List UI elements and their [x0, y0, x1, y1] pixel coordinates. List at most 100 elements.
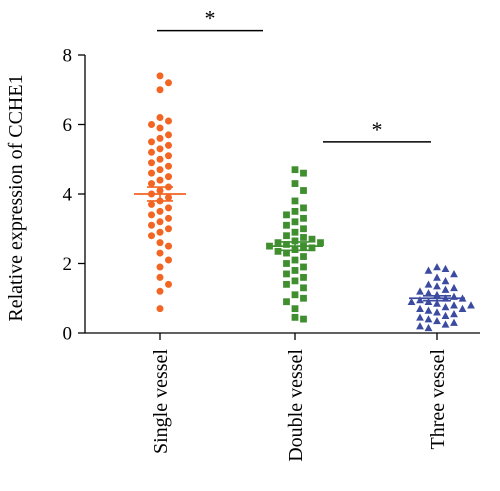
data-point — [148, 180, 155, 188]
data-point — [156, 228, 164, 236]
data-point — [300, 169, 307, 177]
x-category-label: Double vessel — [285, 349, 307, 462]
data-point — [165, 193, 172, 201]
y-axis-label: Relative expression of CCHE1 — [5, 74, 27, 321]
data-point — [308, 244, 316, 252]
data-point — [283, 260, 290, 267]
data-point — [291, 207, 299, 215]
data-point — [416, 304, 424, 312]
data-point — [156, 86, 164, 94]
data-point — [424, 306, 433, 314]
data-point — [156, 287, 164, 295]
data-point — [433, 263, 441, 271]
data-point — [441, 303, 450, 311]
data-point — [433, 282, 441, 290]
data-point — [148, 200, 155, 208]
data-point — [467, 301, 475, 309]
y-tick-label: 4 — [63, 185, 73, 206]
data-point — [416, 322, 424, 330]
data-point — [291, 256, 299, 264]
data-point — [283, 240, 290, 248]
data-point — [283, 298, 290, 306]
data-point — [148, 138, 155, 146]
data-point — [407, 297, 416, 306]
data-point — [165, 162, 172, 170]
y-tick-label: 8 — [63, 46, 73, 67]
data-point — [450, 301, 458, 309]
data-point — [165, 256, 172, 264]
data-point — [165, 173, 172, 181]
data-point — [424, 315, 433, 323]
data-point — [291, 197, 299, 205]
data-point — [300, 214, 307, 222]
data-point — [317, 239, 324, 247]
data-point — [148, 159, 155, 167]
data-point — [424, 289, 433, 297]
data-point — [283, 221, 290, 229]
data-point — [165, 117, 172, 125]
x-category-labels: Single vessel Double vessel Three vessel — [150, 333, 449, 462]
data-point — [291, 313, 299, 321]
data-point — [300, 315, 307, 323]
data-point — [283, 280, 290, 288]
data-point — [156, 145, 164, 153]
data-point — [165, 225, 172, 233]
data-point — [300, 294, 307, 302]
data-point — [291, 267, 299, 274]
data-point — [308, 235, 316, 243]
data-point — [156, 273, 164, 281]
data-point — [165, 152, 172, 160]
data-point — [156, 249, 164, 257]
data-point — [300, 263, 307, 271]
data-point — [148, 148, 155, 156]
data-point — [300, 204, 307, 212]
significance-annotations: ** — [157, 6, 431, 143]
x-category-label: Three vessel — [427, 349, 449, 450]
data-point — [441, 311, 450, 319]
data-point — [433, 308, 441, 316]
data-point — [156, 239, 164, 247]
data-point — [291, 291, 299, 299]
data-point — [148, 121, 155, 128]
data-point — [424, 323, 433, 332]
data-point — [165, 204, 172, 212]
data-point — [148, 232, 155, 240]
y-tick-label: 6 — [63, 115, 73, 136]
data-point — [283, 270, 290, 278]
data-point — [156, 176, 164, 184]
data-point — [433, 273, 441, 281]
data-point — [165, 214, 172, 222]
data-point — [424, 280, 433, 288]
data-point — [450, 283, 458, 292]
data-point — [300, 274, 307, 281]
data-point — [300, 187, 307, 194]
data-points — [148, 72, 475, 332]
data-point — [441, 276, 450, 285]
data-point — [291, 237, 299, 245]
data-point — [416, 287, 424, 295]
data-point — [156, 263, 164, 271]
data-point — [450, 318, 458, 326]
data-point — [165, 131, 172, 139]
data-point — [283, 211, 290, 219]
data-point — [300, 253, 307, 260]
data-point — [156, 305, 164, 313]
y-ticks: 0 2 4 6 8 — [63, 46, 85, 345]
x-category-label: Single vessel — [150, 349, 172, 454]
data-point — [291, 305, 299, 313]
data-point — [156, 155, 164, 163]
data-point — [450, 309, 458, 318]
data-point — [300, 284, 307, 292]
data-point — [165, 141, 172, 149]
data-point — [300, 225, 307, 233]
y-tick-label: 0 — [63, 324, 73, 345]
data-point — [424, 266, 433, 274]
data-point — [148, 211, 155, 219]
data-point — [291, 218, 299, 226]
data-point — [433, 316, 441, 325]
data-point — [450, 270, 458, 278]
data-point — [441, 285, 450, 293]
data-point — [156, 134, 164, 142]
data-point — [416, 313, 424, 321]
